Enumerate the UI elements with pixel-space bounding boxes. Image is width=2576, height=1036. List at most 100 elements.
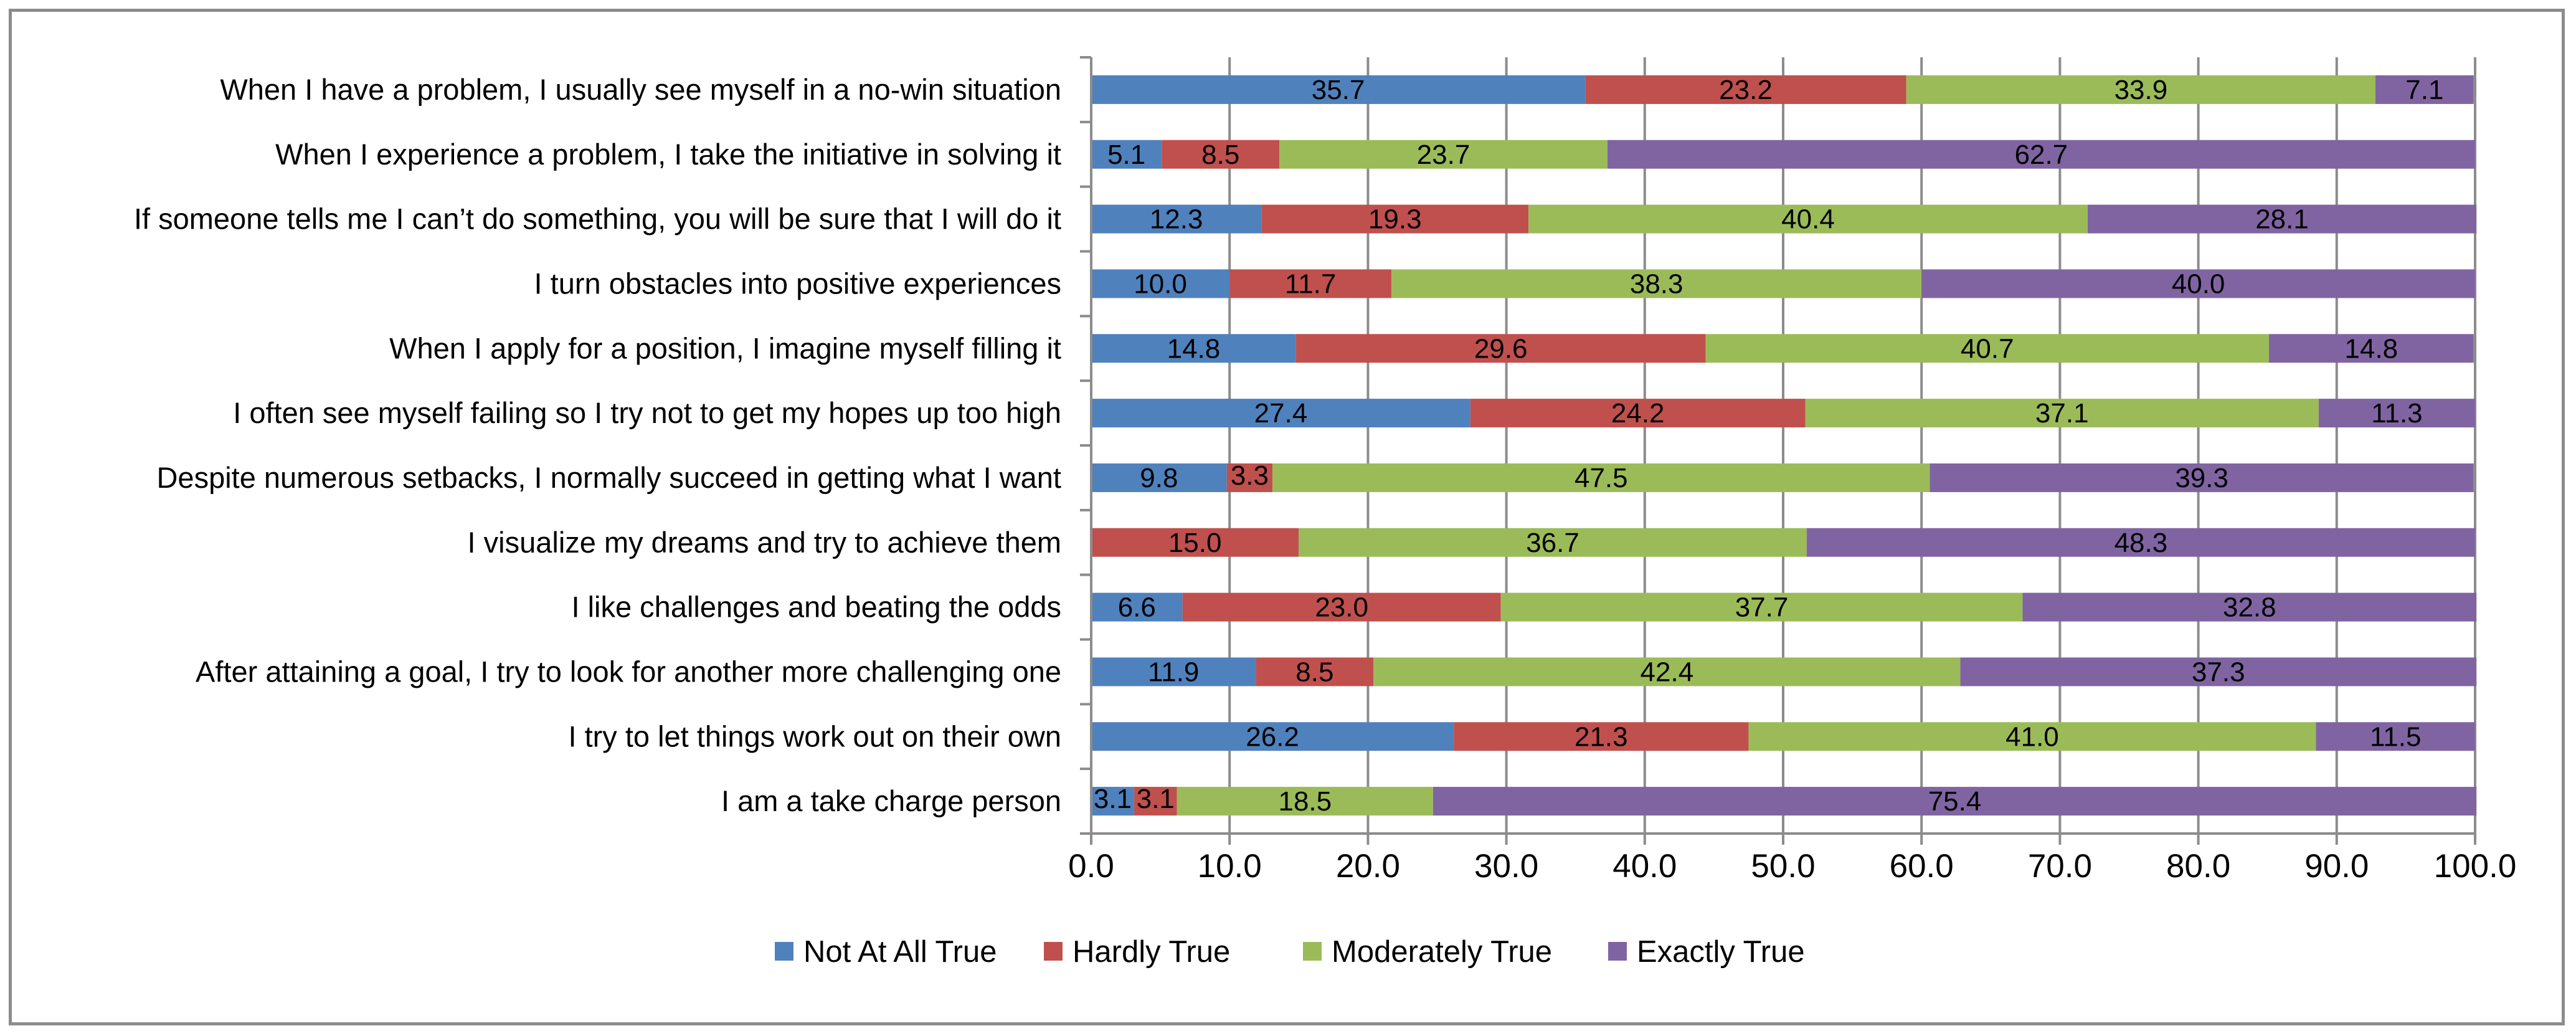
data-label: 39.3 bbox=[2175, 463, 2228, 493]
category-label: If someone tells me I can’t do something… bbox=[134, 202, 1061, 235]
bar-segment-exactly-true bbox=[2022, 592, 2477, 622]
category-label: When I experience a problem, I take the … bbox=[275, 138, 1061, 171]
data-label: 37.3 bbox=[2192, 657, 2245, 687]
data-label: 8.5 bbox=[1295, 657, 1333, 687]
bar-segment-hardly-true bbox=[1295, 334, 1706, 363]
legend-entry-label: Not At All True bbox=[803, 935, 997, 969]
bar-segment-exactly-true bbox=[2268, 334, 2474, 363]
legend-swatch bbox=[1303, 942, 1322, 961]
bar-segment-exactly-true bbox=[1432, 787, 2477, 816]
data-label: 40.7 bbox=[1961, 333, 2014, 364]
bar-segment-not-at-all-true bbox=[1091, 787, 1134, 816]
x-tick-label: 100.0 bbox=[2434, 848, 2517, 885]
bar-segment-not-at-all-true bbox=[1091, 399, 1470, 428]
bar-segment-hardly-true bbox=[1134, 787, 1177, 816]
legend-swatch bbox=[1044, 942, 1063, 961]
bar-segment-moderately-true bbox=[1279, 140, 1608, 169]
bar-segment-exactly-true bbox=[2375, 75, 2474, 104]
data-label: 36.7 bbox=[1526, 528, 1579, 558]
data-label: 5.1 bbox=[1107, 140, 1145, 170]
legend-swatch bbox=[775, 942, 793, 961]
data-label: 14.8 bbox=[1167, 333, 1221, 364]
bar-segment-exactly-true bbox=[1607, 140, 2475, 169]
bar-segment-exactly-true bbox=[2318, 399, 2475, 428]
x-tick-label: 80.0 bbox=[2166, 848, 2230, 885]
data-label: 28.1 bbox=[2255, 204, 2309, 235]
x-tick-label: 50.0 bbox=[1751, 848, 1815, 885]
data-label: 23.2 bbox=[1719, 75, 1773, 105]
legend-swatch bbox=[1608, 942, 1627, 961]
bar-segment-not-at-all-true bbox=[1091, 75, 1586, 104]
bar-segment-moderately-true bbox=[1373, 657, 1961, 687]
bar-segment-not-at-all-true bbox=[1091, 334, 1296, 363]
bar-segment-moderately-true bbox=[1299, 528, 1807, 557]
x-tick-label: 40.0 bbox=[1612, 848, 1677, 885]
data-label: 9.8 bbox=[1140, 463, 1178, 493]
bar-segment-hardly-true bbox=[1585, 75, 1906, 104]
data-label: 11.7 bbox=[1285, 269, 1336, 299]
bar-segment-moderately-true bbox=[1272, 463, 1930, 492]
x-tick-label: 0.0 bbox=[1068, 848, 1114, 885]
bar-segment-exactly-true bbox=[2087, 204, 2477, 234]
data-label: 42.4 bbox=[1641, 657, 1694, 687]
category-label: When I have a problem, I usually see mys… bbox=[220, 73, 1061, 106]
category-label: When I apply for a position, I imagine m… bbox=[389, 331, 1061, 364]
data-label: 19.3 bbox=[1368, 204, 1422, 235]
data-label: 10.0 bbox=[1134, 269, 1187, 299]
data-label: 75.4 bbox=[1928, 786, 1982, 817]
data-label: 35.7 bbox=[1312, 75, 1365, 105]
data-label: 40.0 bbox=[2172, 269, 2225, 299]
bar-segment-exactly-true bbox=[1930, 463, 2474, 492]
bar-segment-exactly-true bbox=[2316, 722, 2475, 751]
category-label: I visualize my dreams and try to achieve… bbox=[468, 526, 1061, 559]
data-label: 38.3 bbox=[1630, 269, 1683, 299]
bar-segment-hardly-true bbox=[1454, 722, 1749, 751]
data-label: 12.3 bbox=[1150, 204, 1203, 235]
bar-segment-hardly-true bbox=[1470, 399, 1806, 428]
bar-segment-hardly-true bbox=[1162, 140, 1280, 169]
data-label: 6.6 bbox=[1118, 592, 1156, 623]
legend-entry-label: Moderately True bbox=[1332, 935, 1552, 969]
bar-segment-moderately-true bbox=[1748, 722, 2316, 751]
data-label: 3.1 bbox=[1137, 784, 1175, 814]
data-label: 7.1 bbox=[2405, 75, 2443, 105]
data-label: 62.7 bbox=[2015, 140, 2068, 170]
data-label: 48.3 bbox=[2114, 528, 2168, 558]
chart-frame bbox=[9, 9, 2565, 1025]
category-label: After attaining a goal, I try to look fo… bbox=[196, 655, 1061, 688]
bar-segment-hardly-true bbox=[1229, 269, 1392, 298]
data-label: 18.5 bbox=[1278, 786, 1332, 817]
label-layer: When I have a problem, I usually see mys… bbox=[134, 73, 2444, 817]
data-label: 23.7 bbox=[1417, 140, 1470, 170]
data-label: 3.1 bbox=[1094, 784, 1132, 814]
data-label: 11.5 bbox=[2370, 721, 2421, 752]
data-label: 26.2 bbox=[1246, 721, 1299, 752]
legend: Not At All True Hardly True Moderately Tru… bbox=[775, 935, 1805, 969]
category-label: Despite numerous setbacks, I normally su… bbox=[156, 461, 1061, 494]
category-label: I like challenges and beating the odds bbox=[571, 591, 1061, 624]
category-label: I turn obstacles into positive experienc… bbox=[534, 267, 1061, 300]
grid-layer bbox=[1228, 57, 2476, 834]
bar-segment-not-at-all-true bbox=[1091, 657, 1256, 687]
category-label: I often see myself failing so I try not … bbox=[233, 396, 1061, 429]
bar-segment-not-at-all-true bbox=[1091, 592, 1183, 622]
bar-segment-not-at-all-true bbox=[1091, 204, 1262, 234]
data-label: 3.3 bbox=[1231, 460, 1269, 491]
bar-segment-exactly-true bbox=[1921, 269, 2475, 298]
x-tick-label: 30.0 bbox=[1474, 848, 1538, 885]
bar-segment-moderately-true bbox=[1805, 399, 2319, 428]
data-label: 33.9 bbox=[2114, 75, 2168, 105]
data-label: 37.1 bbox=[2035, 398, 2089, 429]
data-label: 40.4 bbox=[1781, 204, 1835, 235]
data-label: 11.3 bbox=[2371, 398, 2422, 429]
data-label: 24.2 bbox=[1611, 398, 1665, 429]
bar-segment-exactly-true bbox=[1960, 657, 2477, 687]
bar-segment-not-at-all-true bbox=[1091, 722, 1454, 751]
bar-segment-moderately-true bbox=[1906, 75, 2376, 104]
bar-segment-moderately-true bbox=[1177, 787, 1433, 816]
x-tick-label: 90.0 bbox=[2304, 848, 2369, 885]
data-label: 37.7 bbox=[1735, 592, 1789, 623]
data-label: 14.8 bbox=[2345, 333, 2398, 364]
bar-segment-hardly-true bbox=[1261, 204, 1529, 234]
